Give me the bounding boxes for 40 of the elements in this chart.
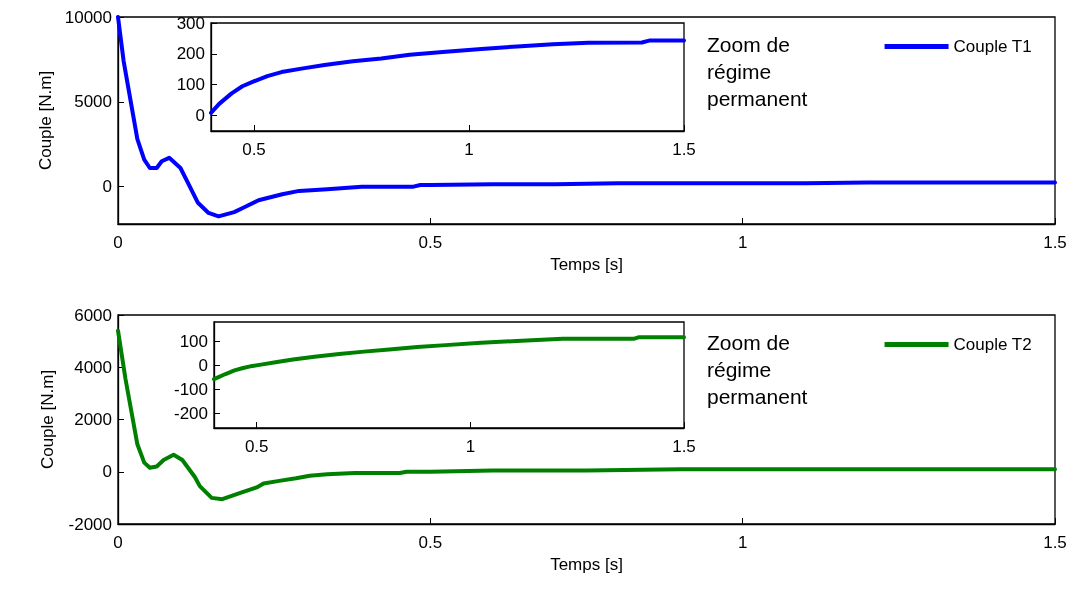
x-tick-label: 1.5	[672, 140, 696, 159]
y-tick-label: 4000	[74, 357, 112, 377]
x-tick-label: 1	[737, 233, 748, 252]
legend-label: Couple T2	[953, 335, 1032, 354]
x-axis-title: Temps [s]	[550, 255, 623, 274]
x-tick-label: 0.5	[244, 437, 269, 456]
x-tick-label: 0.5	[418, 533, 443, 552]
annotation: Zoom de régime permanent	[707, 331, 808, 408]
y-tick-label: 200	[176, 44, 205, 64]
y-tick-label: 0	[195, 106, 205, 126]
x-tick-label: 1	[737, 533, 748, 552]
x-tick-label: 1.5	[672, 437, 696, 456]
y-tick-label: 0	[198, 355, 208, 375]
x-tick-label: 0.5	[418, 233, 443, 252]
y-tick-label: -100	[173, 379, 208, 399]
y-tick-label: 6000	[74, 305, 112, 325]
y-tick-label: 100	[179, 331, 208, 351]
y-tick-label: 0	[102, 462, 112, 482]
x-tick-label: 1	[465, 437, 476, 456]
y-tick-label: 300	[176, 13, 205, 33]
legend-label: Couple T1	[953, 37, 1032, 56]
y-tick-label: -200	[173, 404, 208, 424]
x-tick-label: 1	[464, 140, 474, 159]
y-tick-label: 2000	[74, 410, 112, 429]
y-tick-label: 5000	[74, 92, 112, 112]
x-tick-label: 1.5	[1043, 233, 1067, 252]
x-tick-label: 0.5	[242, 140, 266, 159]
line-series	[212, 335, 686, 382]
x-axis-title: Temps [s]	[550, 555, 623, 574]
x-tick-label: 1.5	[1043, 533, 1067, 552]
annotation: Zoom de régime permanent	[707, 33, 808, 110]
y-axis-title: Couple [N.m]	[35, 70, 55, 171]
line-series	[116, 15, 1057, 219]
y-axis-title: Couple [N.m]	[38, 369, 57, 470]
y-tick-label: 100	[176, 75, 205, 95]
line-series	[209, 38, 686, 115]
y-tick-label: 10000	[64, 7, 112, 27]
y-tick-label: -2000	[68, 514, 112, 534]
line-series	[116, 328, 1057, 502]
y-tick-label: 0	[102, 177, 112, 197]
